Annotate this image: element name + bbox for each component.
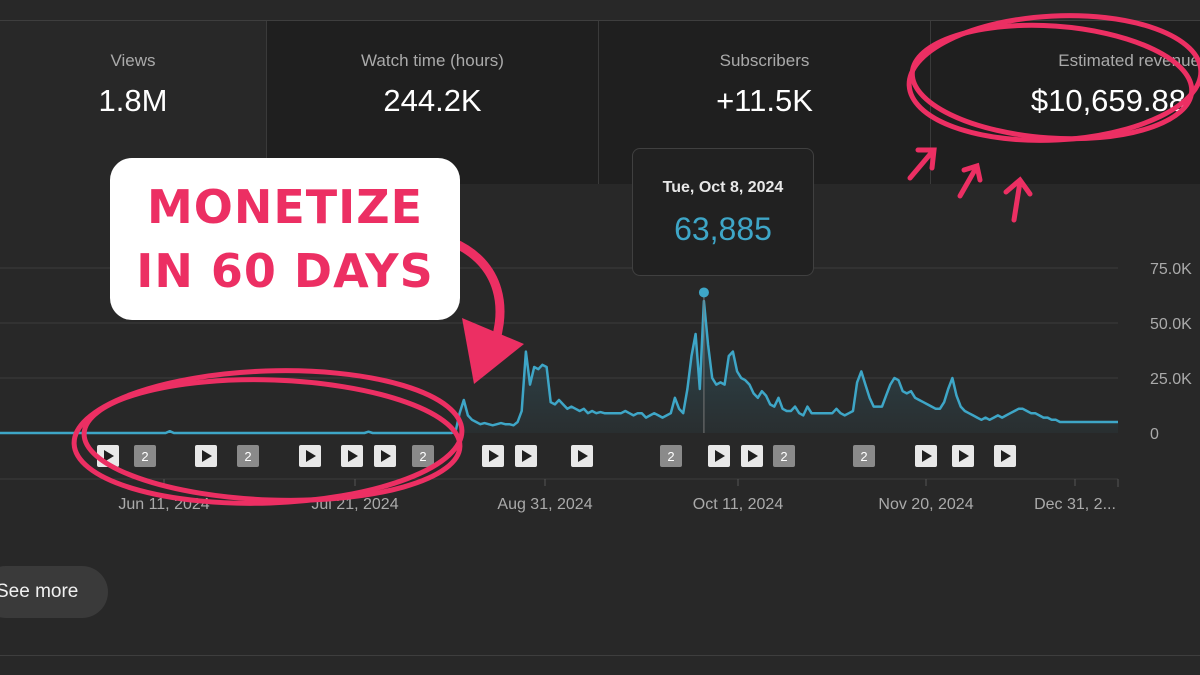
play-icon (489, 450, 499, 462)
series-line (0, 299, 1118, 435)
play-icon (381, 450, 391, 462)
marker-count: 2 (667, 449, 674, 464)
marker-box (237, 445, 259, 467)
play-icon (348, 450, 358, 462)
y-tick-label: 25.0K (1150, 371, 1192, 388)
video-marker[interactable]: 2 (412, 445, 434, 467)
play-icon (1001, 450, 1011, 462)
marker-count: 2 (419, 449, 426, 464)
play-icon (202, 450, 212, 462)
data-tooltip: Tue, Oct 8, 2024 63,885 (632, 148, 814, 276)
x-tick-label: Dec 31, 2... (1034, 496, 1116, 513)
x-tick-label: y 1, 2... (0, 496, 1, 513)
video-marker[interactable] (341, 445, 363, 467)
marker-count: 2 (860, 449, 867, 464)
banner-line-1: MONETIZE (146, 180, 424, 234)
metric-value: 244.2K (383, 83, 482, 118)
flat-period-circle-annotation (71, 368, 465, 506)
y-tick-label: 0 (1150, 426, 1159, 443)
play-icon (715, 450, 725, 462)
play-icon (748, 450, 758, 462)
marker-box (853, 445, 875, 467)
revenue-circle-annotation (906, 13, 1200, 143)
tooltip-value: 63,885 (674, 211, 772, 247)
metric-value: +11.5K (716, 83, 813, 118)
monetize-banner: MONETIZE IN 60 DAYS (110, 158, 460, 320)
metric-watch-time[interactable]: Watch time (hours) 244.2K (267, 21, 599, 184)
video-marker[interactable]: 2 (773, 445, 795, 467)
video-marker[interactable] (952, 445, 974, 467)
metric-label: Subscribers (719, 51, 810, 70)
x-tick-label: Nov 20, 2024 (878, 496, 973, 513)
play-icon (104, 450, 114, 462)
arrow-marks-annotation (907, 147, 1033, 223)
see-more-button[interactable]: See more (0, 566, 108, 618)
x-tick-label: Aug 31, 2024 (497, 496, 592, 513)
highlight-point (698, 287, 709, 298)
video-marker[interactable] (915, 445, 937, 467)
curved-arrow-annotation (447, 237, 524, 384)
video-marker[interactable] (994, 445, 1016, 467)
top-divider (0, 20, 1200, 21)
video-marker[interactable]: 2 (660, 445, 682, 467)
video-marker[interactable] (571, 445, 593, 467)
tooltip-date: Tue, Oct 8, 2024 (662, 179, 784, 196)
metric-label: Views (110, 51, 156, 70)
play-icon (306, 450, 316, 462)
marker-box (660, 445, 682, 467)
metric-value: 1.8M (98, 83, 168, 118)
metric-views[interactable]: Views 1.8M (0, 21, 267, 184)
video-marker[interactable]: 2 (237, 445, 259, 467)
video-marker[interactable]: 2 (134, 445, 156, 467)
play-icon (922, 450, 932, 462)
banner-line-2: IN 60 DAYS (136, 244, 434, 298)
video-marker[interactable] (482, 445, 504, 467)
play-icon (959, 450, 969, 462)
video-marker[interactable] (374, 445, 396, 467)
video-marker[interactable] (195, 445, 217, 467)
video-marker[interactable] (741, 445, 763, 467)
play-icon (578, 450, 588, 462)
metric-label: Watch time (hours) (361, 51, 504, 70)
x-tick-label: Oct 11, 2024 (693, 496, 784, 513)
metric-value: $10,659.88 (1030, 83, 1186, 118)
bottom-divider (0, 655, 1200, 656)
marker-count: 2 (780, 449, 787, 464)
marker-box (412, 445, 434, 467)
y-tick-label: 50.0K (1150, 316, 1192, 333)
play-icon (522, 450, 532, 462)
marker-box (134, 445, 156, 467)
y-tick-label: 75.0K (1150, 261, 1192, 278)
marker-box (773, 445, 795, 467)
video-marker[interactable] (708, 445, 730, 467)
marker-count: 2 (244, 449, 251, 464)
video-marker[interactable]: 2 (853, 445, 875, 467)
video-marker[interactable] (299, 445, 321, 467)
marker-count: 2 (141, 449, 148, 464)
video-marker[interactable] (515, 445, 537, 467)
series-area (0, 301, 1118, 433)
